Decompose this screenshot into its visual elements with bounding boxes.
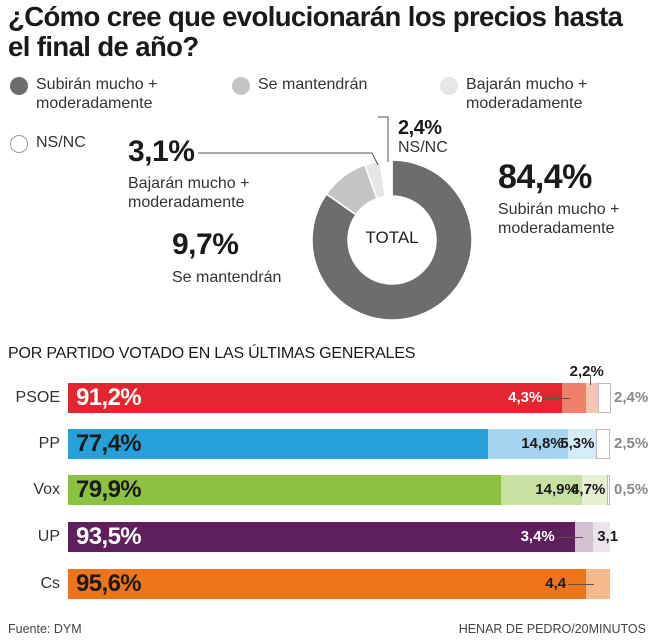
bar-label-pp-3: 5,3% (560, 435, 595, 452)
dot-light-icon (440, 77, 458, 95)
callout-label-subiran: Subirán mucho + moderadamente (498, 201, 620, 237)
bar-label-pp-2: 14,8% (521, 435, 564, 452)
leader-line-psoe-2 (544, 398, 571, 399)
bar-label-vox-2: 14,9% (535, 481, 578, 498)
bar-segment-vox-2 (501, 475, 582, 505)
bar-segment-up-1 (68, 522, 575, 552)
bar-row-vox: 79,9% 14,9% 4,7% (68, 475, 610, 505)
bar-label-psoe-3: 2,2% (569, 363, 604, 380)
bar-row-cs: 95,6% 4,4 (68, 569, 610, 599)
footer-credit: HENAR DE PEDRO/20MINUTOS (458, 622, 646, 636)
legend-label-subiran: Subirán mucho + moderadamente (36, 76, 158, 112)
footer-source: Fuente: DYM (8, 622, 82, 636)
dot-dark-icon (10, 77, 28, 95)
bar-segment-psoe-4 (597, 383, 611, 413)
bar-segment-psoe-1 (68, 383, 563, 413)
bar-segment-up-3 (593, 522, 610, 552)
bar-label-vox-4: 0,5% (614, 481, 649, 498)
bar-label-up-1: 93,5% (76, 523, 142, 550)
bar-segment-vox-4 (607, 475, 610, 505)
row-label-cs: Cs (40, 575, 60, 592)
bar-segment-psoe-2 (562, 383, 586, 413)
donut-slice-subiran (311, 159, 473, 321)
chart-title: ¿Cómo cree que evolucionarán los precios… (8, 1, 623, 62)
dot-empty-icon (10, 135, 28, 153)
bar-row-psoe: 91,2% 4,3% 2,2% (68, 363, 611, 413)
leader-line-up-2 (556, 537, 583, 538)
bar-label-cs-1: 95,6% (76, 570, 142, 597)
callout-value-mantendran: 9,7% (172, 228, 239, 261)
donut-slice-nsnc (379, 159, 393, 198)
bar-segment-up-2 (574, 522, 594, 552)
dot-mid-icon (232, 77, 250, 95)
bar-segment-cs-1 (68, 569, 587, 599)
bar-segment-pp-3 (567, 429, 597, 459)
legend-label-nsnc: NS/NC (36, 134, 86, 151)
bar-segment-vox-3 (581, 475, 608, 505)
callout-label-mantendran: Se mantendrán (172, 269, 282, 286)
bar-label-pp-4: 2,5% (614, 435, 649, 452)
bar-label-vox-3: 4,7% (571, 481, 606, 498)
row-label-pp: PP (38, 435, 60, 452)
bar-row-pp: 77,4% 14,8% 5,3% (68, 429, 610, 459)
row-label-psoe: PSOE (15, 389, 60, 406)
bar-label-psoe-1: 91,2% (76, 384, 142, 411)
bar-label-psoe-4: 2,4% (614, 389, 649, 406)
leader-line-cs-2 (568, 584, 595, 585)
donut-center-label: TOTAL (365, 228, 419, 247)
bar-label-cs-2: 4,4 (545, 575, 567, 592)
bar-segment-vox-1 (68, 475, 502, 505)
section-title: POR PARTIDO VOTADO EN LAS ÚLTIMAS GENERA… (8, 345, 416, 362)
bar-segment-pp-2 (487, 429, 568, 459)
bar-segment-pp-1 (68, 429, 488, 459)
callout-value-subiran: 84,4% (498, 158, 592, 196)
bar-segment-cs-2 (586, 569, 610, 599)
callout-value-bajaran: 3,1% (128, 135, 195, 168)
leader-line-nsnc (378, 116, 389, 162)
bar-label-psoe-2: 4,3% (508, 389, 543, 406)
bar-row-up: 93,5% 3,4% 3,1 (68, 522, 618, 552)
bar-label-up-2: 3,4% (520, 528, 555, 545)
leader-line-psoe-3 (589, 375, 591, 385)
callout-value-nsnc: 2,4% (398, 117, 442, 139)
bar-label-pp-1: 77,4% (76, 430, 142, 457)
legend-label-bajaran: Bajarán mucho + moderadamente (466, 76, 588, 112)
row-label-vox: Vox (33, 481, 60, 498)
bar-segment-pp-4 (596, 429, 610, 459)
leader-line-bajaran (198, 152, 379, 166)
bar-label-up-3: 3,1 (597, 528, 619, 545)
bar-label-vox-1: 79,9% (76, 476, 142, 503)
legend-label-mantendran: Se mantendrán (258, 76, 368, 93)
bar-segment-psoe-3 (585, 383, 598, 413)
callout-label-bajaran: Bajarán mucho + moderadamente (128, 175, 250, 211)
callout-label-nsnc: NS/NC (398, 139, 448, 156)
row-label-up: UP (37, 528, 60, 545)
